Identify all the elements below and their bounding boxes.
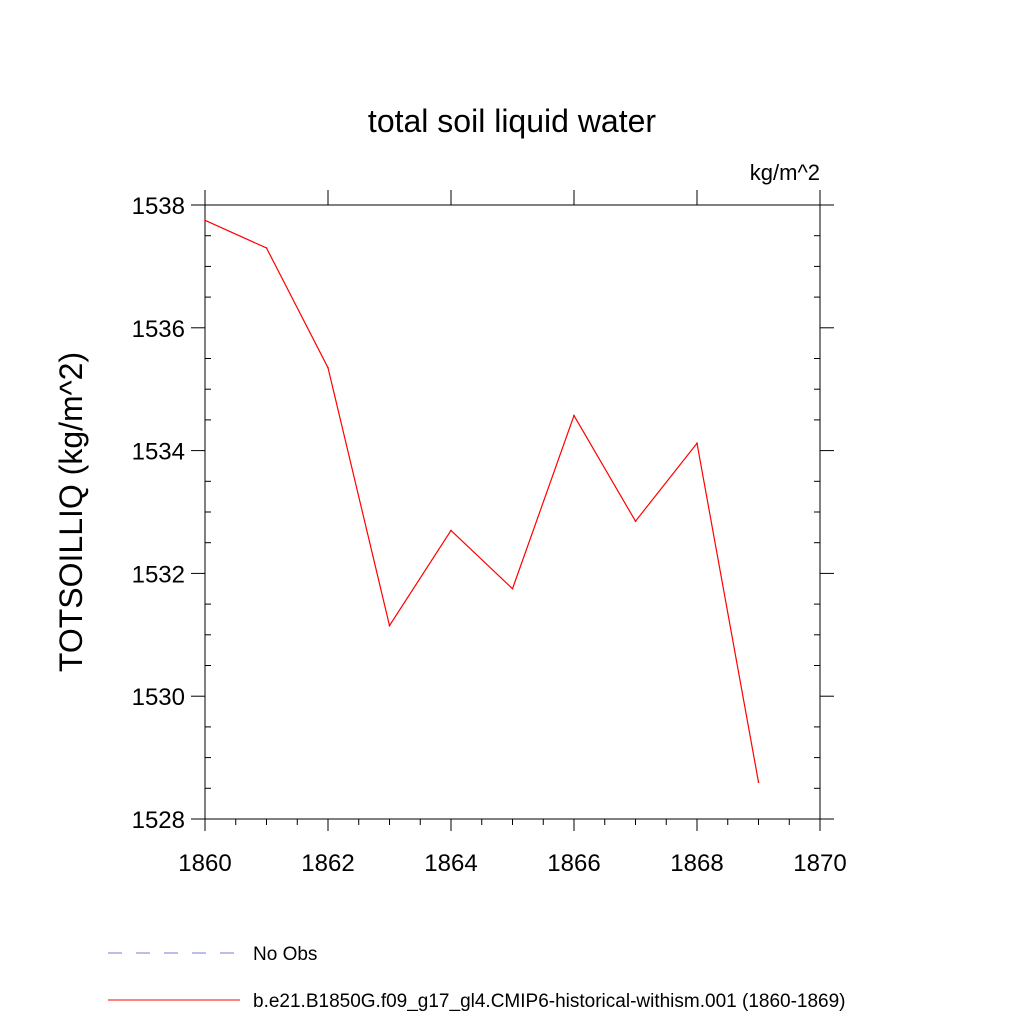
plot-frame: [204, 204, 821, 820]
y-tick-label: 1528: [132, 807, 185, 834]
y-tick-label: 1532: [132, 561, 185, 588]
legend-label: No Obs: [253, 944, 317, 965]
x-tick-label: 1860: [178, 850, 231, 877]
data-point: [511, 587, 514, 590]
x-tick-label: 1868: [670, 850, 723, 877]
y-tick-label: 1536: [132, 316, 185, 343]
x-tick-label: 1870: [793, 850, 846, 877]
data-point: [450, 529, 452, 532]
data-point: [757, 781, 760, 783]
x-tick-label: 1864: [424, 850, 477, 877]
y-tick-label: 1538: [132, 193, 185, 220]
y-axis-label: TOTSOILLIQ (kg/m^2): [53, 352, 89, 672]
data-point: [327, 366, 329, 369]
data-point: [634, 520, 637, 523]
axis-tick-labels: 1860 1862 1864 1866 1868 1870 1528 1530 1532 1534…: [132, 193, 847, 877]
y-tick-label: 1534: [132, 439, 185, 466]
data-point: [696, 442, 698, 445]
legend: No Obs b.e21.B1850G.f09_g17_gl4.CMIP6-his…: [108, 944, 846, 1012]
chart-title: total soil liquid water: [368, 103, 656, 139]
units-label: kg/m^2: [750, 160, 820, 185]
data-point: [265, 247, 268, 249]
data-point: [573, 414, 575, 417]
x-tick-label: 1866: [547, 850, 600, 877]
legend-label: b.e21.B1850G.f09_g17_gl4.CMIP6-historica…: [253, 991, 846, 1012]
data-point: [204, 219, 206, 222]
series-layer: [204, 219, 760, 783]
series-line: [204, 219, 760, 783]
y-tick-label: 1530: [132, 684, 185, 711]
axis-ticks: [191, 190, 834, 831]
data-point: [388, 624, 391, 627]
x-tick-label: 1862: [301, 850, 354, 877]
